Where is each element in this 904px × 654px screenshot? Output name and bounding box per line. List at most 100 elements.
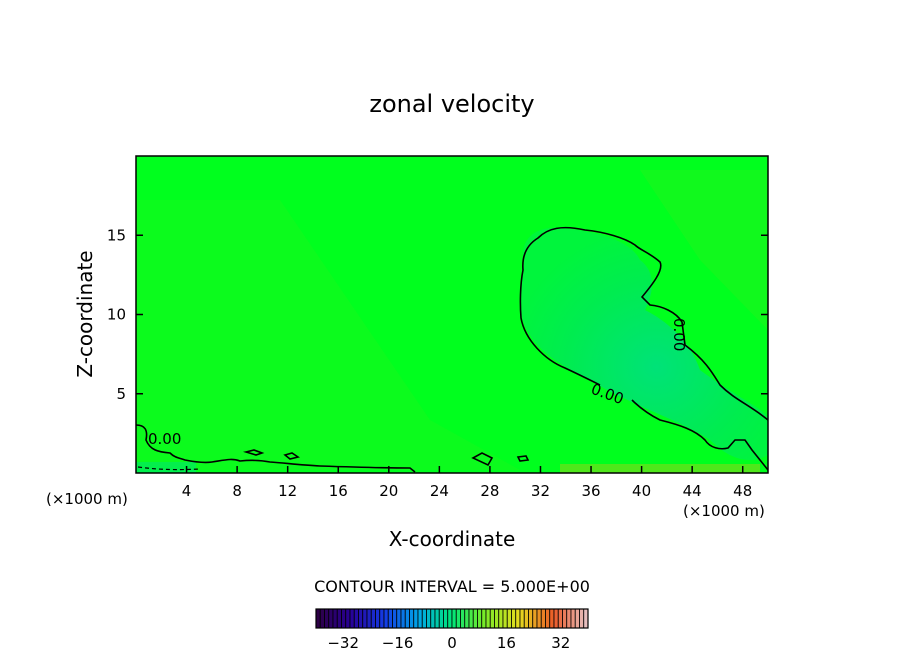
colorbar-cell <box>494 608 500 629</box>
colorbar-ticks: −32 −16 0 16 32 <box>327 634 570 652</box>
contour-negative-dashed <box>137 466 201 471</box>
colorbar-cell <box>515 608 521 629</box>
colorbar-cell <box>315 608 321 629</box>
colorbar-cell <box>396 608 402 629</box>
x-tick-label: 4 <box>182 482 192 500</box>
colorbar-cell <box>353 608 359 629</box>
x-tick-label: 28 <box>480 482 499 500</box>
contour-blob-2 <box>283 452 300 460</box>
colorbar-cell <box>489 608 495 629</box>
contour-zero-large <box>519 226 768 471</box>
colorbar-cell <box>540 608 546 629</box>
x-axis-ticks: 4 8 12 16 20 24 28 32 36 40 44 48 <box>182 466 752 500</box>
colorbar-cell <box>472 608 478 629</box>
colorbar-tick-label: 32 <box>551 634 570 652</box>
colorbar-cell <box>498 608 504 629</box>
contour-label-left: 0.00 <box>148 430 181 448</box>
colorbar-cell <box>426 608 432 629</box>
x-tick-label: 12 <box>278 482 297 500</box>
colorbar-cell <box>366 608 372 629</box>
contour-label-right: 0.00 <box>670 318 688 351</box>
colorbar-cell <box>536 608 542 629</box>
x-tick-label: 32 <box>531 482 550 500</box>
colorbar-cell <box>370 608 376 629</box>
colorbar-cell <box>328 608 334 629</box>
colorbar-cell <box>506 608 512 629</box>
colorbar-cell <box>574 608 580 629</box>
x-axis-label: X-coordinate <box>389 527 516 551</box>
colorbar-cell <box>375 608 381 629</box>
x-tick-label: 48 <box>733 482 752 500</box>
colorbar <box>315 608 589 629</box>
x-tick-label: 20 <box>379 482 398 500</box>
colorbar-cell <box>477 608 483 629</box>
field-positive-band <box>136 200 520 470</box>
colorbar-cell <box>341 608 347 629</box>
colorbar-cell <box>319 608 325 629</box>
x-tick-label: 36 <box>581 482 600 500</box>
y-tick-label: 10 <box>107 306 126 324</box>
colorbar-cell <box>324 608 330 629</box>
x-tick-label: 40 <box>632 482 651 500</box>
y-axis-label: Z-coordinate <box>73 250 97 377</box>
colorbar-tick-label: −16 <box>382 634 414 652</box>
colorbar-cell <box>549 608 555 629</box>
colorbar-cell <box>528 608 534 629</box>
colorbar-cell <box>481 608 487 629</box>
contour-zero-bottom <box>136 424 416 473</box>
x-tick-label: 44 <box>683 482 702 500</box>
colorbar-cell <box>557 608 563 629</box>
colorbar-cell <box>485 608 491 629</box>
colorbar-cell <box>523 608 529 629</box>
x-tick-label: 8 <box>232 482 242 500</box>
colorbar-cell <box>413 608 419 629</box>
colorbar-cell <box>349 608 355 629</box>
colorbar-cell <box>336 608 342 629</box>
colorbar-cell <box>562 608 568 629</box>
x-units-right: (×1000 m) <box>683 502 765 520</box>
colorbar-cell <box>460 608 466 629</box>
colorbar-cell <box>519 608 525 629</box>
y-tick-label: 5 <box>116 385 126 403</box>
colorbar-cell <box>464 608 470 629</box>
field-positive-corner <box>640 170 768 330</box>
contour-blob-1 <box>242 449 265 456</box>
colorbar-cell <box>570 608 576 629</box>
chart-title: zonal velocity <box>369 90 534 118</box>
colorbar-cell <box>409 608 415 629</box>
colorbar-tick-label: −32 <box>327 634 359 652</box>
y-axis-ticks: 5 10 15 <box>107 226 768 403</box>
colorbar-tick-label: 16 <box>497 634 516 652</box>
x-tick-label: 24 <box>430 482 449 500</box>
x-tick-label: 16 <box>329 482 348 500</box>
colorbar-cell <box>553 608 559 629</box>
y-tick-label: 15 <box>107 226 126 244</box>
colorbar-cell <box>583 608 589 629</box>
contour-blob-3 <box>471 452 494 467</box>
colorbar-cell <box>404 608 410 629</box>
colorbar-cell <box>447 608 453 629</box>
plot-area <box>136 156 768 473</box>
colorbar-cell <box>379 608 385 629</box>
colorbar-cell <box>358 608 364 629</box>
field-negative-region <box>520 227 768 460</box>
colorbar-cell <box>511 608 517 629</box>
colorbar-cell <box>392 608 398 629</box>
colorbar-frame <box>315 608 589 629</box>
colorbar-cell <box>332 608 338 629</box>
colorbar-cell <box>345 608 351 629</box>
colorbar-cell <box>434 608 440 629</box>
colorbar-cell <box>468 608 474 629</box>
colorbar-cell <box>532 608 538 629</box>
colorbar-tick-label: 0 <box>447 634 457 652</box>
contour-lines <box>136 226 768 473</box>
colorbar-cell <box>362 608 368 629</box>
colorbar-cell <box>579 608 585 629</box>
colorbar-cell <box>430 608 436 629</box>
colorbar-cell <box>400 608 406 629</box>
colorbar-cell <box>383 608 389 629</box>
colorbar-cell <box>387 608 393 629</box>
colorbar-cell <box>421 608 427 629</box>
colorbar-cell <box>455 608 461 629</box>
contour-interval-text: CONTOUR INTERVAL = 5.000E+00 <box>314 577 590 596</box>
